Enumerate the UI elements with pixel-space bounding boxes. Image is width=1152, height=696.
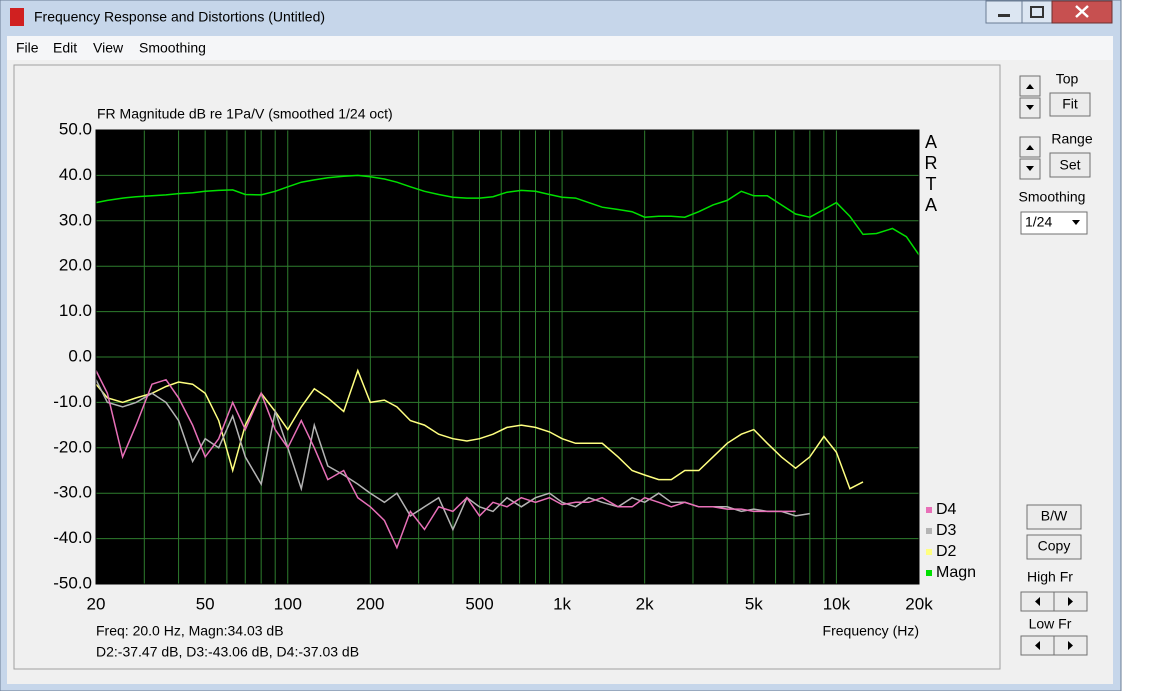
smoothing-combo[interactable]	[1020, 211, 1088, 235]
y-tick-label: 40.0	[59, 165, 92, 184]
label: High Fr	[1027, 569, 1073, 585]
y-tick-label: -10.0	[53, 392, 92, 411]
y-tick-label: 0.0	[68, 346, 92, 365]
x-tick-label: 500	[465, 594, 493, 613]
minimize-button[interactable]	[985, 0, 1023, 24]
menu-item[interactable]: File	[16, 40, 39, 56]
menu-item[interactable]: Edit	[53, 40, 77, 56]
x-axis-label: Frequency (Hz)	[823, 623, 919, 639]
series-line	[95, 370, 796, 550]
combo-arrow	[1072, 220, 1080, 225]
x-tick-label: 2k	[636, 594, 654, 613]
status-line: D2:-37.47 dB, D3:-43.06 dB, D4:-37.03 dB	[96, 644, 359, 660]
bw-button[interactable]	[1026, 504, 1082, 530]
x-tick-label: 20	[87, 594, 106, 613]
y-tick-label: 50.0	[59, 119, 92, 138]
legend-label: D2	[936, 543, 957, 560]
legend-swatch	[926, 549, 932, 555]
window-title: Frequency Response and Distortions (Unti…	[34, 9, 325, 25]
x-tick-label: 10k	[823, 594, 851, 613]
label: Low Fr	[1029, 616, 1072, 632]
app-icon	[10, 8, 24, 26]
watermark-letter: A	[925, 195, 937, 215]
y-tick-label: 30.0	[59, 210, 92, 229]
combo-value: 1/24	[1025, 214, 1052, 230]
watermark-letter: R	[925, 153, 938, 173]
set-button[interactable]	[1049, 152, 1091, 178]
legend-swatch	[926, 528, 932, 534]
x-tick-label: 5k	[745, 594, 763, 613]
maximize-icon	[1030, 6, 1044, 18]
y-tick-label: 20.0	[59, 256, 92, 275]
legend-swatch	[926, 570, 932, 576]
menu-bar	[7, 36, 1113, 60]
legend-label: D4	[936, 501, 957, 518]
minimize-icon	[998, 14, 1010, 17]
watermark-letter: T	[926, 174, 937, 194]
y-tick-label: 10.0	[59, 301, 92, 320]
arrows	[1035, 597, 1073, 650]
x-tick-label: 1k	[553, 594, 571, 613]
legend-label: D3	[936, 522, 957, 539]
x-tick-label: 50	[196, 594, 215, 613]
button-label: Copy	[1038, 538, 1071, 554]
y-tick-label: -30.0	[53, 483, 92, 502]
label: Smoothing	[1019, 189, 1086, 205]
maximize-button[interactable]	[1021, 0, 1053, 24]
watermark-letter: A	[925, 132, 937, 152]
label: Range	[1051, 131, 1092, 147]
plot: 20 50 100 200 500 1k 2k 5k 10k 20k -50.0 -40.0 -30.0…	[53, 119, 976, 613]
button-label: B/W	[1041, 508, 1068, 524]
label: Top	[1056, 71, 1079, 87]
y-tick-label: -40.0	[53, 528, 92, 547]
close-icon	[1075, 5, 1089, 18]
legend-swatch	[926, 507, 932, 513]
chart-title: FR Magnitude dB re 1Pa/V (smoothed 1/24 …	[97, 106, 393, 122]
menu-item[interactable]: View	[93, 40, 124, 56]
plot-frame	[95, 129, 920, 585]
button-label: Set	[1059, 157, 1080, 173]
fit-button[interactable]	[1049, 92, 1091, 117]
y-tick-label: -20.0	[53, 437, 92, 456]
status-line: Freq: 20.0 Hz, Magn:34.03 dB	[96, 623, 284, 639]
x-tick-label: 100	[274, 594, 302, 613]
x-tick-label: 20k	[905, 594, 933, 613]
copy-button[interactable]	[1026, 534, 1082, 560]
y-tick-label: -50.0	[53, 573, 92, 592]
x-tick-label: 200	[356, 594, 384, 613]
legend-label: Magn	[936, 564, 976, 581]
series-line	[95, 174, 920, 256]
button-label: Fit	[1062, 96, 1078, 112]
menu-item[interactable]: Smoothing	[139, 40, 206, 56]
